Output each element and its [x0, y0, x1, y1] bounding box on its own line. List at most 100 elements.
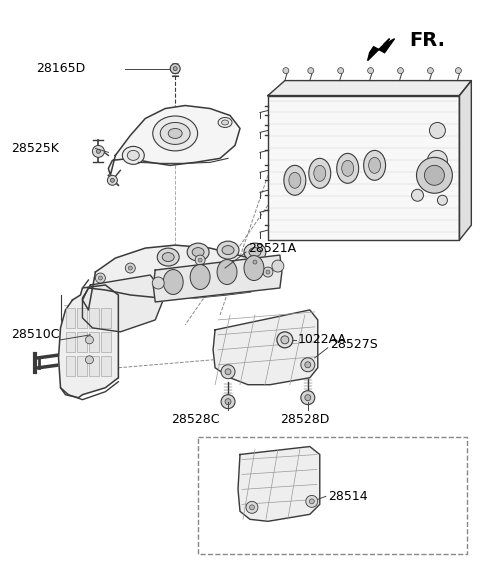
Ellipse shape: [309, 158, 331, 188]
Circle shape: [221, 395, 235, 409]
Circle shape: [428, 150, 447, 170]
Circle shape: [170, 64, 180, 73]
Circle shape: [250, 257, 260, 267]
Bar: [77, 308, 87, 328]
Circle shape: [437, 195, 447, 205]
Circle shape: [308, 68, 314, 73]
Bar: [101, 308, 111, 328]
Ellipse shape: [289, 172, 301, 188]
Text: 28510C: 28510C: [11, 328, 59, 341]
Ellipse shape: [163, 270, 183, 295]
Polygon shape: [153, 255, 282, 302]
Polygon shape: [368, 39, 395, 61]
Circle shape: [221, 365, 235, 379]
Circle shape: [306, 496, 318, 508]
Circle shape: [96, 150, 100, 154]
Circle shape: [281, 336, 289, 344]
Polygon shape: [459, 81, 471, 240]
Circle shape: [263, 267, 273, 277]
Circle shape: [283, 68, 289, 73]
Circle shape: [428, 68, 433, 73]
Ellipse shape: [342, 160, 354, 176]
Circle shape: [266, 270, 270, 274]
Ellipse shape: [369, 158, 381, 174]
Text: 28528C: 28528C: [171, 413, 219, 426]
Circle shape: [225, 369, 231, 375]
Ellipse shape: [364, 150, 385, 180]
Circle shape: [397, 68, 404, 73]
Ellipse shape: [314, 166, 326, 182]
Text: 28525K: 28525K: [11, 142, 59, 155]
Polygon shape: [83, 275, 165, 332]
Text: 28514: 28514: [328, 490, 367, 503]
Circle shape: [250, 505, 254, 510]
Text: 28165D: 28165D: [36, 62, 86, 75]
Circle shape: [108, 175, 117, 185]
Polygon shape: [83, 245, 268, 310]
Ellipse shape: [336, 154, 359, 183]
Bar: [101, 332, 111, 352]
Circle shape: [411, 189, 423, 201]
Circle shape: [272, 260, 284, 272]
Ellipse shape: [244, 255, 264, 281]
Ellipse shape: [222, 120, 228, 125]
Circle shape: [456, 68, 461, 73]
Ellipse shape: [217, 241, 239, 259]
Circle shape: [110, 178, 114, 182]
Polygon shape: [213, 310, 318, 385]
Circle shape: [85, 336, 94, 344]
Ellipse shape: [244, 243, 266, 261]
Bar: [65, 308, 75, 328]
Ellipse shape: [162, 253, 174, 262]
Ellipse shape: [217, 259, 237, 284]
Text: 28521A: 28521A: [248, 242, 296, 254]
Ellipse shape: [190, 265, 210, 290]
Polygon shape: [238, 447, 320, 521]
Bar: [89, 356, 99, 376]
Bar: [65, 356, 75, 376]
Circle shape: [125, 263, 135, 273]
Ellipse shape: [192, 248, 204, 257]
Ellipse shape: [122, 146, 144, 164]
Circle shape: [309, 499, 314, 504]
Circle shape: [198, 258, 202, 262]
Ellipse shape: [218, 117, 232, 127]
Circle shape: [417, 158, 452, 193]
Circle shape: [424, 166, 444, 185]
Polygon shape: [268, 81, 471, 96]
Circle shape: [277, 332, 293, 348]
Bar: [77, 356, 87, 376]
Text: 28528D: 28528D: [280, 413, 329, 426]
Ellipse shape: [222, 246, 234, 254]
Circle shape: [93, 146, 104, 158]
Bar: [89, 332, 99, 352]
Ellipse shape: [168, 129, 182, 138]
Text: 1022AA: 1022AA: [298, 333, 347, 347]
Circle shape: [195, 255, 205, 265]
Text: 28527S: 28527S: [330, 339, 377, 351]
Ellipse shape: [153, 116, 198, 151]
Circle shape: [430, 122, 445, 138]
Ellipse shape: [249, 248, 261, 257]
Circle shape: [338, 68, 344, 73]
Circle shape: [152, 277, 164, 289]
Polygon shape: [59, 285, 119, 398]
Bar: [65, 332, 75, 352]
Circle shape: [225, 399, 231, 405]
Circle shape: [301, 358, 315, 372]
Bar: [101, 356, 111, 376]
Circle shape: [305, 362, 311, 368]
Bar: [198, 436, 468, 554]
Circle shape: [368, 68, 373, 73]
Circle shape: [173, 67, 177, 71]
Circle shape: [98, 276, 102, 280]
Ellipse shape: [157, 248, 179, 266]
Circle shape: [253, 260, 257, 264]
Ellipse shape: [187, 243, 209, 261]
Circle shape: [301, 391, 315, 405]
Circle shape: [246, 501, 258, 513]
Circle shape: [305, 395, 311, 401]
Ellipse shape: [284, 166, 306, 195]
Bar: [77, 332, 87, 352]
Polygon shape: [268, 96, 459, 240]
